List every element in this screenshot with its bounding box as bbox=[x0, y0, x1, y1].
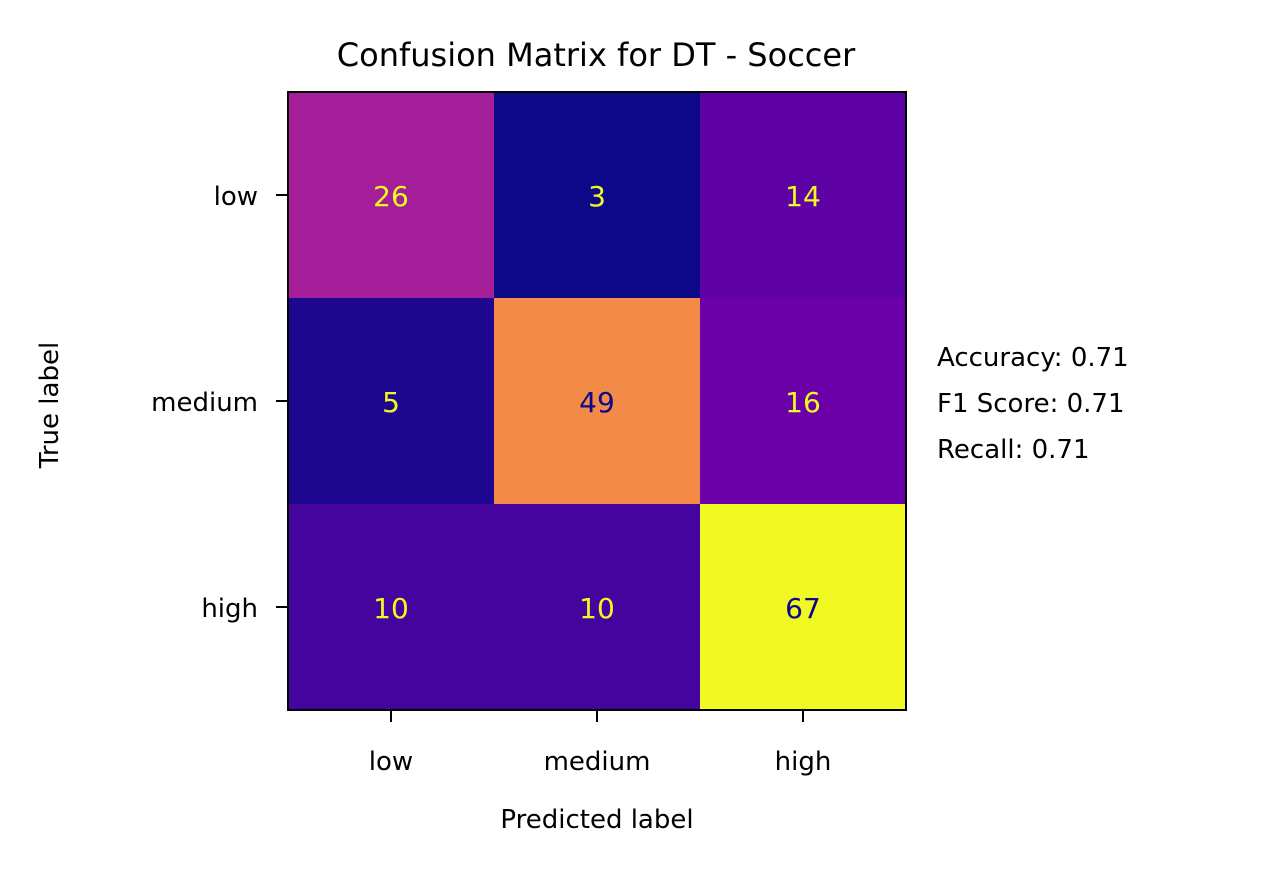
x-tick-label: low bbox=[369, 747, 413, 777]
x-tick-label: high bbox=[775, 747, 832, 777]
cell-value-label: 10 bbox=[579, 592, 615, 625]
cell-value-label: 67 bbox=[785, 592, 821, 625]
y-tick-label: low bbox=[214, 182, 258, 212]
chart-title: Confusion Matrix for DT - Soccer bbox=[337, 36, 856, 74]
recall-annotation: Recall: 0.71 bbox=[937, 435, 1089, 465]
cell-value-label: 49 bbox=[579, 386, 615, 419]
cell-value-label: 10 bbox=[373, 592, 409, 625]
accuracy-annotation: Accuracy: 0.71 bbox=[937, 343, 1129, 373]
cell-value-label: 3 bbox=[588, 180, 606, 213]
cell-value-label: 16 bbox=[785, 386, 821, 419]
x-axis-label: Predicted label bbox=[500, 805, 693, 835]
y-axis-label: True label bbox=[35, 342, 65, 469]
cell-value-label: 14 bbox=[785, 180, 821, 213]
metrics-annotation: Accuracy: 0.71 F1 Score: 0.71 Recall: 0.… bbox=[937, 343, 1129, 465]
y-axis-ticks: low medium high bbox=[151, 182, 288, 624]
f1-score-annotation: F1 Score: 0.71 bbox=[937, 389, 1125, 419]
y-tick-label: medium bbox=[151, 388, 258, 418]
y-tick-label: high bbox=[201, 594, 258, 624]
x-axis-ticks: low medium high bbox=[369, 710, 832, 777]
cell-value-label: 5 bbox=[382, 386, 400, 419]
x-tick-label: medium bbox=[544, 747, 651, 777]
cell-value-label: 26 bbox=[373, 180, 409, 213]
